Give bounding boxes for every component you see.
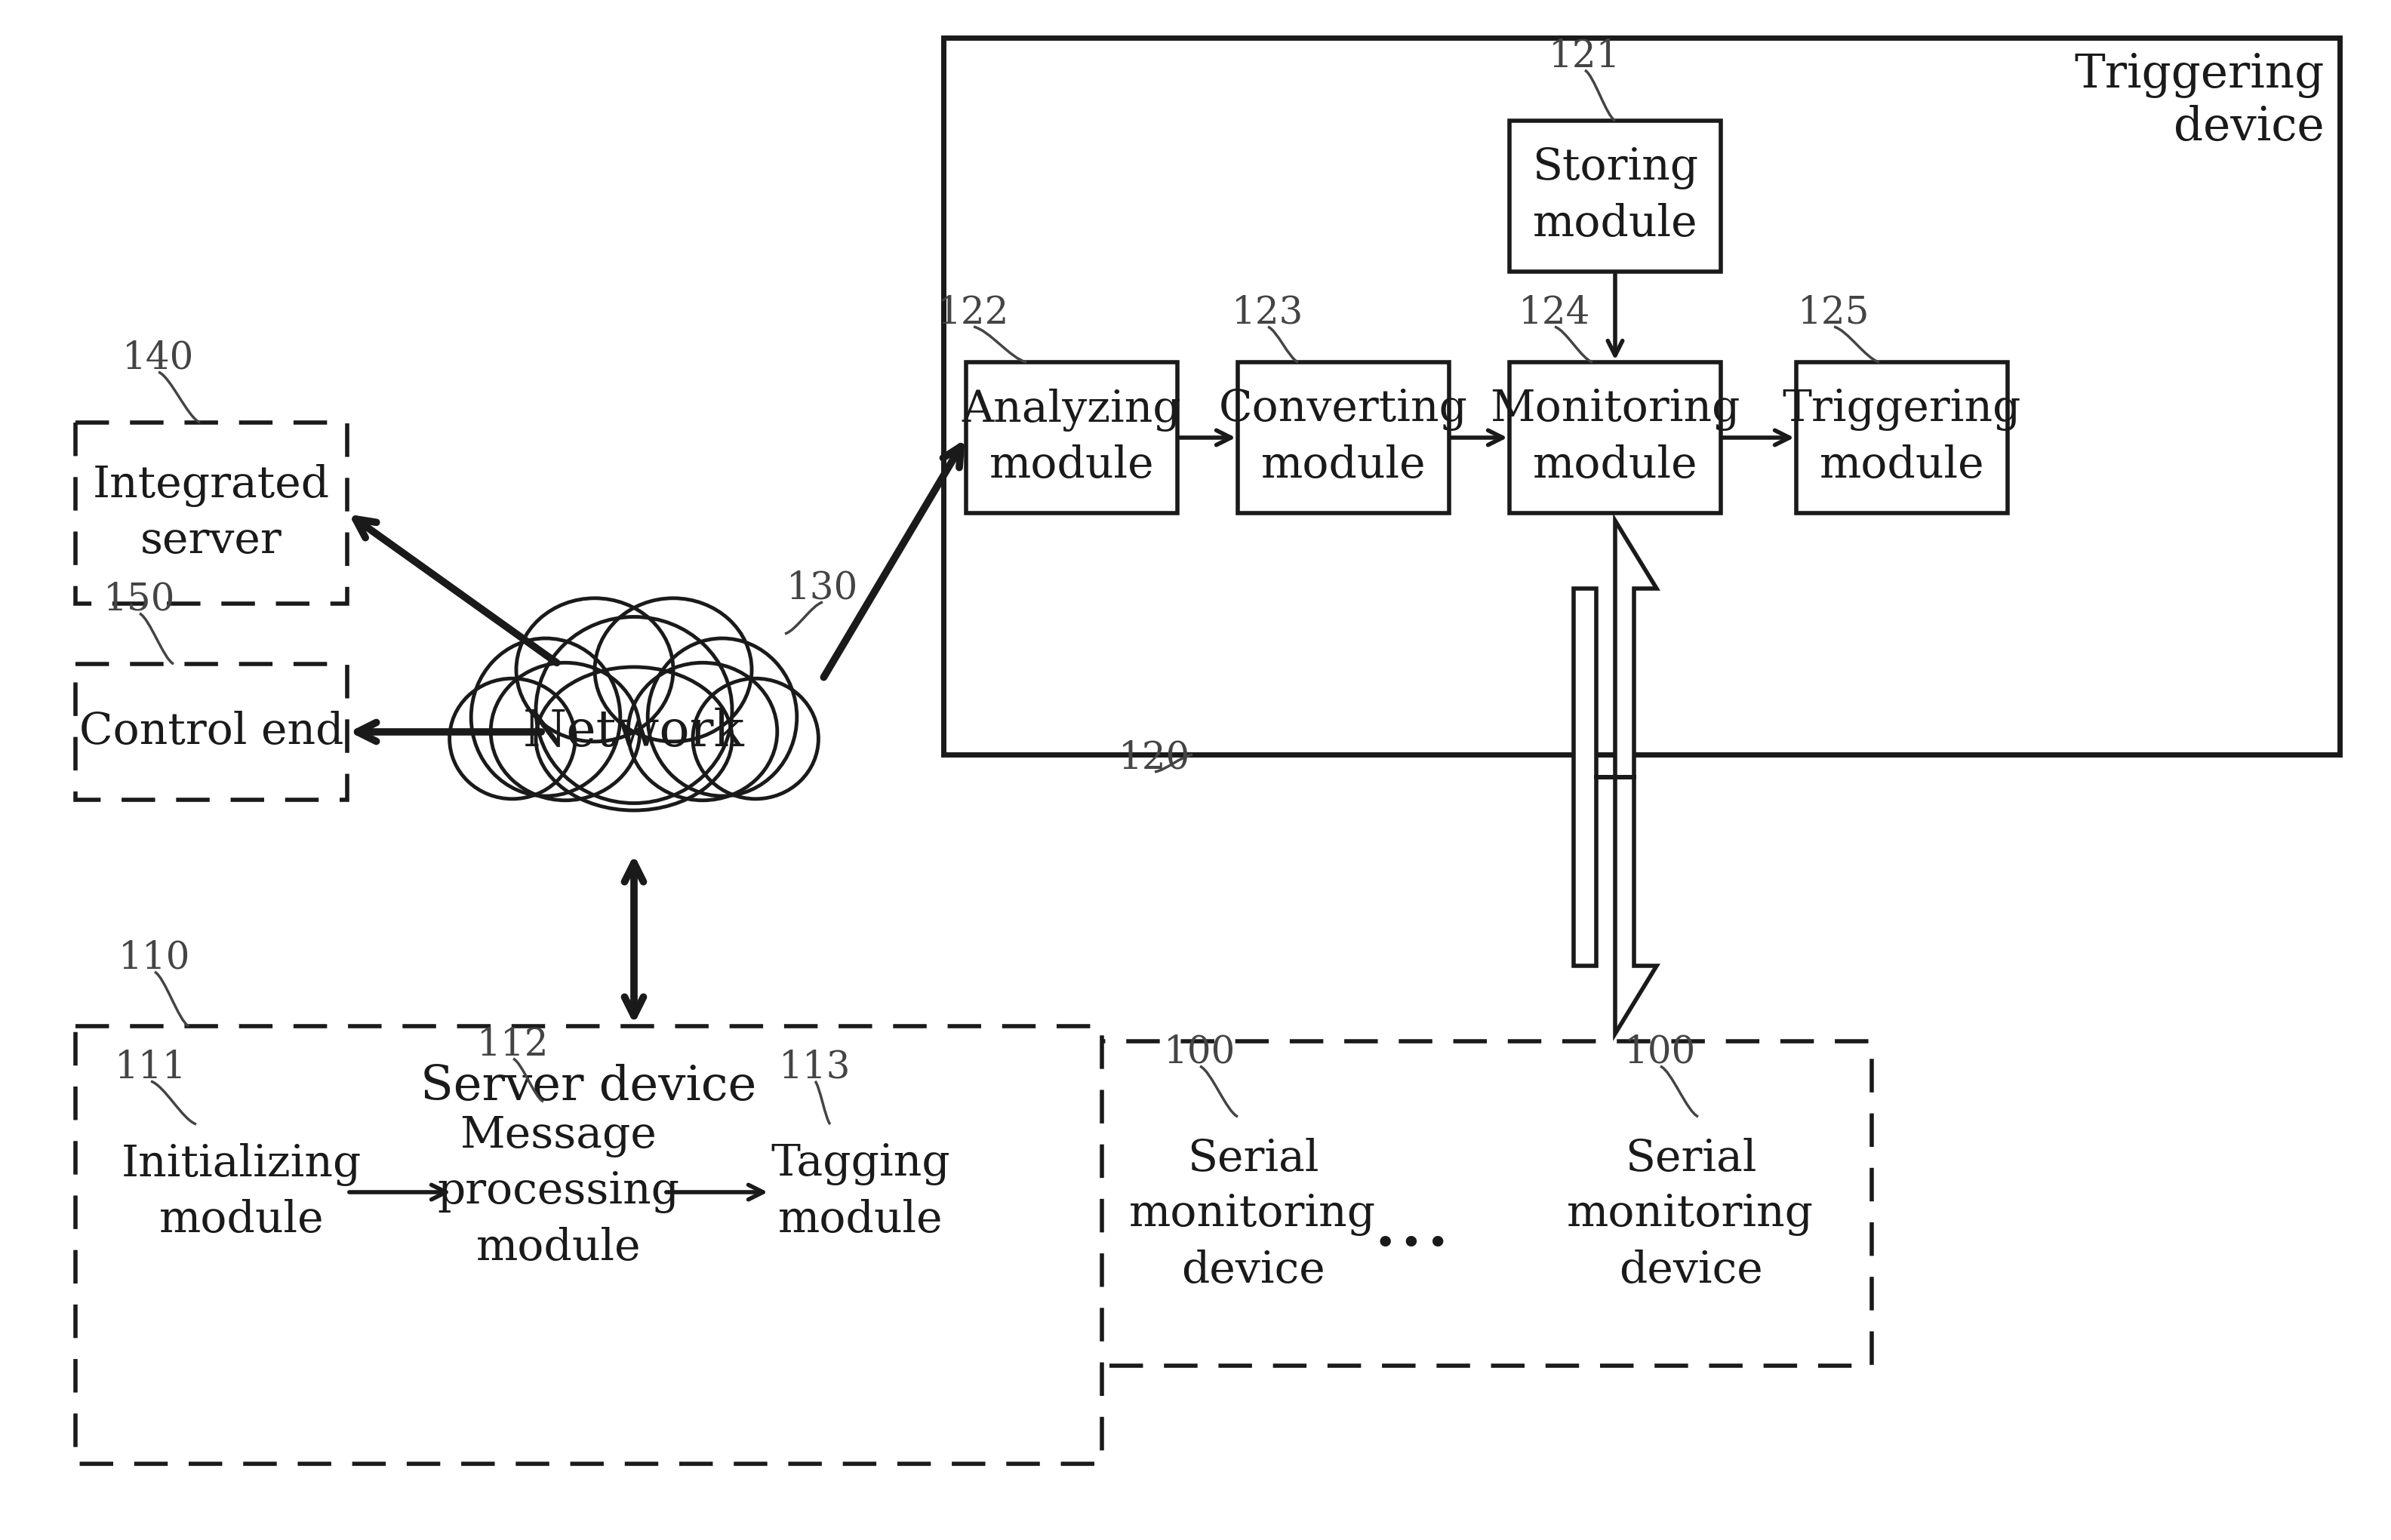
Bar <box>944 37 2341 755</box>
Bar <box>966 362 1176 513</box>
Text: 123: 123 <box>1231 294 1303 331</box>
Text: 100: 100 <box>1623 1033 1695 1072</box>
Bar <box>77 1026 1102 1465</box>
Text: Serial
monitoring
device: Serial monitoring device <box>1129 1138 1377 1292</box>
Ellipse shape <box>490 662 641 801</box>
Bar <box>1585 1116 1796 1314</box>
Text: 110: 110 <box>120 939 191 976</box>
Text: 140: 140 <box>122 340 194 377</box>
Text: 122: 122 <box>937 294 1009 331</box>
Polygon shape <box>1573 521 1657 1033</box>
Ellipse shape <box>595 598 751 742</box>
Text: 121: 121 <box>1549 38 1621 75</box>
Text: Monitoring
module: Monitoring module <box>1490 388 1741 487</box>
Bar <box>1071 1041 1872 1366</box>
Ellipse shape <box>629 662 777 801</box>
Bar <box>77 422 347 604</box>
Text: Storing
module: Storing module <box>1533 148 1698 245</box>
Text: Triggering
device: Triggering device <box>2075 52 2324 151</box>
Bar <box>452 1101 665 1283</box>
Text: Control end: Control end <box>79 711 344 753</box>
Text: 113: 113 <box>779 1049 851 1086</box>
Bar <box>1148 1116 1358 1314</box>
Text: Triggering
module: Triggering module <box>1784 388 2020 487</box>
Text: 124: 124 <box>1518 294 1590 331</box>
Ellipse shape <box>536 667 732 810</box>
Text: Integrated
server: Integrated server <box>93 464 330 562</box>
Text: 112: 112 <box>478 1026 550 1064</box>
Bar <box>1239 362 1449 513</box>
Text: ...: ... <box>1372 1183 1451 1263</box>
Text: Initializing
module: Initializing module <box>122 1143 361 1241</box>
Bar <box>136 1124 347 1260</box>
Bar <box>77 664 347 799</box>
Text: 111: 111 <box>115 1049 186 1086</box>
Bar <box>770 1124 952 1260</box>
Ellipse shape <box>536 618 732 804</box>
Text: Serial
monitoring
device: Serial monitoring device <box>1566 1138 1815 1292</box>
Bar <box>1796 362 2008 513</box>
Ellipse shape <box>450 679 576 799</box>
Ellipse shape <box>471 639 619 796</box>
Bar <box>1509 362 1722 513</box>
Text: 150: 150 <box>103 581 175 619</box>
Ellipse shape <box>516 598 674 742</box>
Text: Network: Network <box>524 707 746 756</box>
Text: Tagging
module: Tagging module <box>770 1143 949 1241</box>
Text: 100: 100 <box>1164 1033 1236 1072</box>
Text: 125: 125 <box>1798 294 1870 331</box>
Text: Converting
module: Converting module <box>1219 388 1468 487</box>
Text: 120: 120 <box>1119 739 1191 778</box>
Text: Message
processing
module: Message processing module <box>438 1115 679 1269</box>
Bar <box>1509 120 1722 271</box>
Text: Server device: Server device <box>421 1064 758 1110</box>
Text: 130: 130 <box>787 570 858 607</box>
Ellipse shape <box>648 639 796 796</box>
Text: Analyzing
module: Analyzing module <box>961 388 1181 487</box>
Ellipse shape <box>693 679 818 799</box>
